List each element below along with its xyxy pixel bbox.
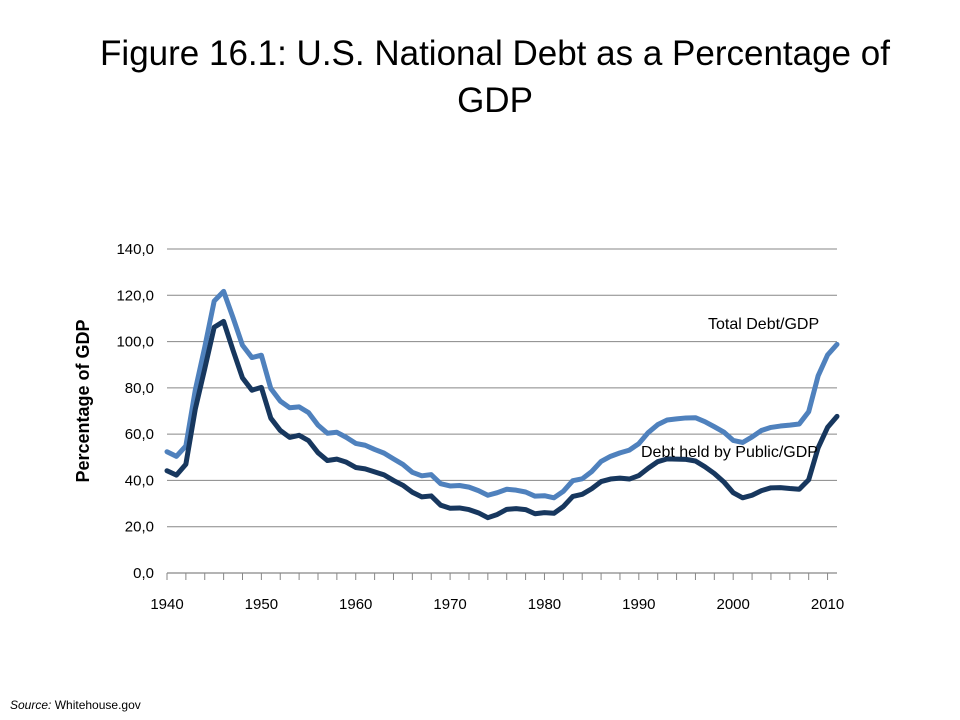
- y-axis-title: Percentage of GDP: [73, 319, 93, 482]
- source-text: Whitehouse.gov: [54, 698, 141, 712]
- y-tick-label: 120,0: [116, 287, 154, 304]
- x-tick-label: 1980: [528, 596, 561, 613]
- x-tick-label: 1990: [622, 596, 655, 613]
- series-lines: [164, 288, 840, 521]
- x-tick-label: 1960: [339, 596, 372, 613]
- x-tick-label: 2010: [811, 596, 844, 613]
- gridlines: [167, 248, 837, 528]
- y-tick-label: 100,0: [116, 334, 154, 351]
- x-tick-label: 2000: [717, 596, 750, 613]
- series-line-debt-held-by-public: [164, 318, 840, 521]
- page-title: Figure 16.1: U.S. National Debt as a Per…: [100, 34, 890, 120]
- y-tick-label: 40,0: [125, 472, 154, 489]
- x-tick-label: 1950: [245, 596, 278, 613]
- y-tick-label: 140,0: [116, 241, 154, 258]
- series-line-total-debt: [164, 288, 840, 501]
- series-labels: Total Debt/GDP Debt held by Public/GDP: [641, 316, 819, 461]
- x-tick-label: 1970: [433, 596, 466, 613]
- source-note: Source: Whitehouse.gov: [10, 698, 141, 712]
- y-tick-label: 80,0: [125, 380, 154, 397]
- y-tick-label: 60,0: [125, 426, 154, 443]
- series-label-total-debt: Total Debt/GDP: [708, 316, 819, 333]
- y-axis-tick-labels: 0,0 20,0 40,0 60,0 80,0 100,0 120,0 140,0: [116, 241, 154, 582]
- series-label-debt-held-by-public: Debt held by Public/GDP: [641, 444, 818, 461]
- y-tick-label: 0,0: [133, 565, 154, 582]
- source-prefix: Source:: [10, 698, 52, 712]
- x-tick-label: 1940: [150, 596, 183, 613]
- x-axis-tick-labels: 1940 1950 1960 1970 1980 1990 2000 2010: [150, 596, 844, 613]
- y-tick-label: 20,0: [125, 519, 154, 536]
- x-axis: [166, 572, 837, 580]
